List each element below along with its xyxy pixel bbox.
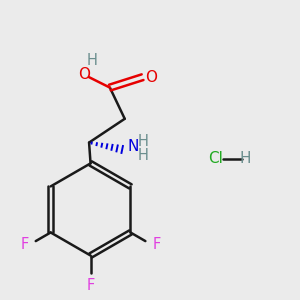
Text: H: H [87,53,98,68]
Text: N: N [128,139,139,154]
Text: F: F [86,278,95,293]
Text: O: O [146,70,158,85]
Text: F: F [153,237,161,252]
Text: H: H [137,148,148,164]
Text: O: O [79,67,91,82]
Text: F: F [20,237,28,252]
Text: H: H [137,134,148,149]
Text: H: H [239,152,251,166]
Text: Cl: Cl [208,152,223,166]
